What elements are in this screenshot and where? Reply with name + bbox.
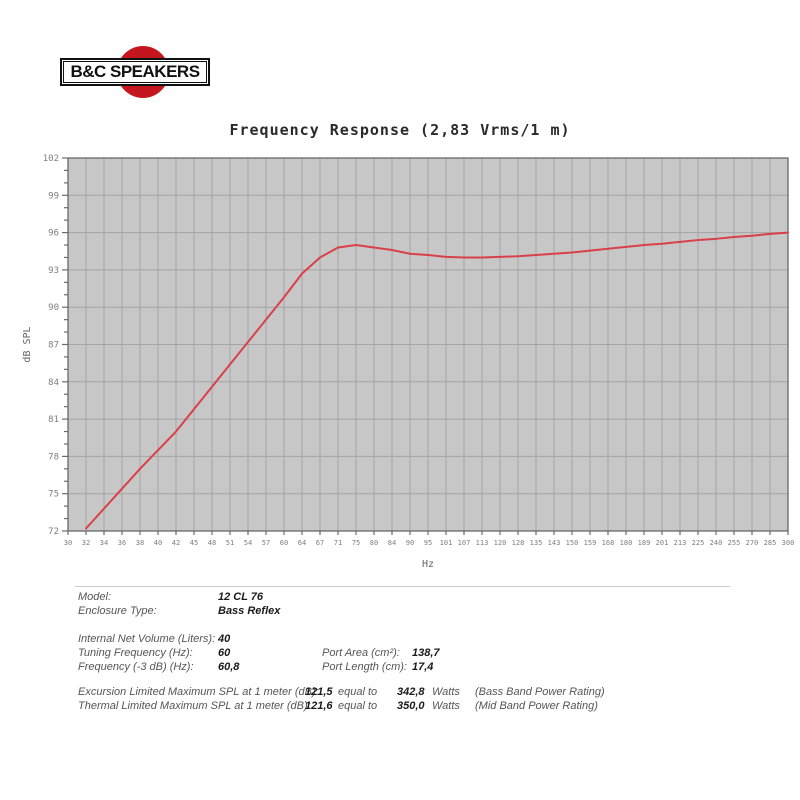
x-axis-title: Hz [422, 559, 434, 570]
x-tick-label: 150 [566, 539, 579, 547]
x-tick-label: 48 [208, 539, 216, 547]
logo-box-inner: B&C SPEAKERS [63, 61, 207, 83]
x-tick-label: 168 [602, 539, 615, 547]
x-tick-label: 255 [728, 539, 741, 547]
x-tick-label: 67 [316, 539, 324, 547]
spec-label: Excursion Limited Maximum SPL at 1 meter… [78, 686, 319, 698]
spec-value: 60 [218, 647, 231, 659]
logo-box: B&C SPEAKERS [60, 58, 210, 86]
x-tick-label: 213 [674, 539, 687, 547]
x-tick-label: 40 [154, 539, 162, 547]
spec-label: Model: [78, 591, 112, 603]
response-curve [85, 231, 789, 530]
x-tick-label: 45 [190, 539, 198, 547]
y-tick-label: 96 [48, 229, 59, 239]
y-tick-label: 99 [48, 191, 59, 201]
x-tick-label: 51 [226, 539, 234, 547]
spec-value: 12 CL 76 [218, 591, 264, 603]
spec-label: Tuning Frequency (Hz): [78, 647, 193, 659]
y-tick-label: 75 [48, 490, 59, 500]
spec-value: 17,4 [412, 661, 434, 673]
x-tick-label: 80 [370, 539, 378, 547]
spec-connector: equal to [338, 700, 378, 712]
x-tick-label: 101 [440, 539, 453, 547]
x-tick-label: 113 [476, 539, 489, 547]
spec-row-enclosure: Enclosure Type: Bass Reflex [0, 605, 800, 619]
x-tick-label: 75 [352, 539, 360, 547]
x-tick-label: 159 [584, 539, 597, 547]
x-tick-label: 84 [388, 539, 396, 547]
x-tick-label: 57 [262, 539, 270, 547]
spec-value-watts: 350,0 [397, 700, 425, 712]
spec-label: Port Area (cm²): [322, 647, 400, 659]
spec-row-tuning-frequency: Tuning Frequency (Hz): 60 Port Area (cm²… [0, 647, 800, 661]
brand-logo: B&C SPEAKERS [60, 44, 215, 100]
y-tick-label: 93 [48, 266, 59, 276]
x-tick-label: 201 [656, 539, 669, 547]
spec-unit: Watts [432, 686, 460, 698]
x-tick-label: 240 [710, 539, 723, 547]
y-tick-label: 102 [43, 154, 59, 164]
y-axis-title: dB SPL [22, 326, 33, 362]
spec-label: Port Length (cm): [322, 661, 407, 673]
spec-row-model: Model: 12 CL 76 [0, 591, 800, 605]
x-tick-label: 270 [746, 539, 759, 547]
x-tick-label: 90 [406, 539, 414, 547]
spec-label: Thermal Limited Maximum SPL at 1 meter (… [78, 700, 311, 712]
x-tick-label: 128 [512, 539, 525, 547]
spec-connector: equal to [338, 686, 378, 698]
x-tick-label: 30 [64, 539, 72, 547]
x-tick-label: 107 [458, 539, 471, 547]
spec-label: Enclosure Type: [78, 605, 157, 617]
spec-note: (Mid Band Power Rating) [475, 700, 598, 712]
y-tick-label: 84 [48, 378, 59, 388]
x-tick-label: 143 [548, 539, 561, 547]
spec-value: Bass Reflex [218, 605, 281, 617]
spec-value: 60,8 [218, 661, 240, 673]
y-tick-label: 90 [48, 303, 59, 313]
x-tick-label: 180 [620, 539, 633, 547]
spec-row-f3: Frequency (-3 dB) (Hz): 60,8 Port Length… [0, 661, 800, 675]
logo-text: B&C SPEAKERS [70, 62, 200, 81]
spec-value: 121,5 [305, 686, 333, 698]
spec-note: (Bass Band Power Rating) [475, 686, 605, 698]
frequency-response-chart: 72 75 78 81 84 87 90 93 96 99 102 30 32 34 36 38 40 42 45 4… [22, 154, 795, 570]
x-tick-label: 135 [530, 539, 543, 547]
y-tick-label: 78 [48, 452, 59, 462]
spec-unit: Watts [432, 700, 460, 712]
x-tick-label: 120 [494, 539, 507, 547]
x-tick-label: 300 [782, 539, 795, 547]
x-tick-label: 34 [100, 539, 108, 547]
x-tick-label: 189 [638, 539, 651, 547]
spec-value: 40 [218, 633, 231, 645]
spec-value: 121,6 [305, 700, 333, 712]
chart-title: Frequency Response (2,83 Vrms/1 m) [229, 121, 571, 139]
x-tick-label: 225 [692, 539, 705, 547]
x-tick-label: 285 [764, 539, 777, 547]
x-tick-label: 42 [172, 539, 180, 547]
y-tick-label: 87 [48, 341, 59, 351]
spec-row-excursion-limit: Excursion Limited Maximum SPL at 1 meter… [0, 686, 800, 700]
spec-value: 138,7 [412, 647, 440, 659]
x-tick-label: 64 [298, 539, 306, 547]
x-tick-label: 95 [424, 539, 432, 547]
specs-divider [75, 586, 730, 587]
spec-label: Internal Net Volume (Liters): [78, 633, 216, 645]
y-tick-label: 81 [48, 415, 59, 425]
spec-row-net-volume: Internal Net Volume (Liters): 40 [0, 633, 800, 647]
x-tick-label: 60 [280, 539, 288, 547]
x-tick-label: 71 [334, 539, 342, 547]
spec-label: Frequency (-3 dB) (Hz): [78, 661, 194, 673]
y-tick-label: 72 [48, 527, 59, 537]
x-tick-label: 54 [244, 539, 252, 547]
spec-row-thermal-limit: Thermal Limited Maximum SPL at 1 meter (… [0, 700, 800, 714]
x-tick-label: 38 [136, 539, 144, 547]
spec-value-watts: 342,8 [397, 686, 425, 698]
x-tick-label: 36 [118, 539, 126, 547]
x-tick-label: 32 [82, 539, 90, 547]
